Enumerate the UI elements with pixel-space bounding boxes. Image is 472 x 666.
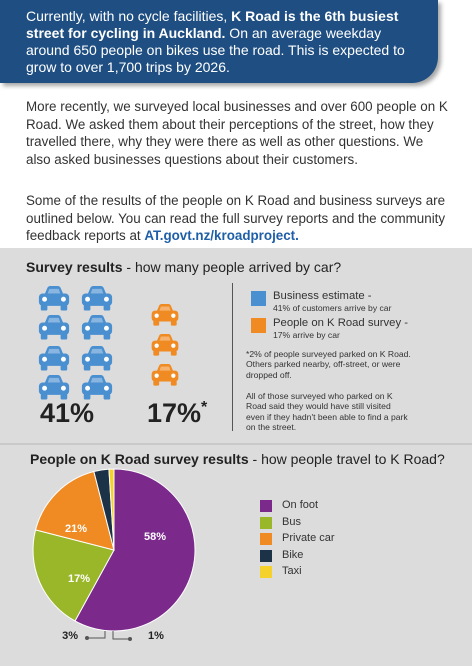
car-icon [38,375,70,400]
footnote-parking: *2% of people surveyed parked on K Road.… [246,349,411,380]
car-icon [81,346,113,371]
intro-banner: Currently, with no cycle facilities, K R… [0,0,438,83]
car-icon [38,286,70,311]
legend-label: Taxi [282,565,302,577]
kroad-project-link[interactable]: AT.govt.nz/kroadproject. [144,228,299,244]
car-icon [38,346,70,371]
legend-label: Bike [282,548,304,561]
car-icon [81,286,113,311]
legend-swatch [260,533,272,545]
car-icon [151,334,179,356]
car-icon [151,304,179,326]
pie-label: 3% [62,630,78,642]
car-icon [38,315,70,340]
business-percentage: 41% [40,398,95,428]
survey-results-title: Survey results - how many people arrived… [26,259,342,275]
legend-label: Bus [282,515,301,528]
banner-text: Currently, with no cycle facilities, K R… [26,8,405,75]
pie-slice-bus [32,529,115,622]
car-icon [81,375,113,400]
callout-taxi [112,631,130,640]
legend-swatch [260,566,272,578]
pie-slice-on-foot [74,468,196,632]
pie-slice-taxi [108,468,115,551]
travel-results-title: People on K Road survey results - how pe… [30,451,445,467]
callout-dot [128,637,132,641]
legend-label: Private car [282,532,335,544]
legend-people: People on K Road survey -17% arrive by c… [273,317,409,340]
legend-swatch [260,516,272,529]
pie-slice-private-car [34,470,115,551]
people-percentage: 17%* [147,398,208,428]
callout-bike [86,631,106,639]
section-divider [0,443,472,445]
legend-swatch [260,500,272,512]
legend-swatch [260,549,272,562]
car-icon [81,315,113,340]
car-icons [38,286,179,400]
intro-paragraph-2: Some of the results of the people on K R… [26,193,446,244]
legend-people-swatch [251,318,266,333]
car-icon [151,364,179,386]
legend-business: Business estimate -41% of customers arri… [273,290,392,313]
legend-label: On foot [282,499,319,511]
intro-paragraph-1: More recently, we surveyed local busines… [26,99,448,167]
vertical-divider [232,283,233,431]
legend-business-swatch [251,291,266,306]
pie-label: 58% [144,531,166,543]
footnote-visit: All of those surveyed who parked on K Ro… [246,391,408,433]
callout-dot [85,636,89,640]
pie-label: 1% [148,630,164,642]
pie-label: 21% [65,523,87,535]
pie-label: 17% [68,573,90,585]
